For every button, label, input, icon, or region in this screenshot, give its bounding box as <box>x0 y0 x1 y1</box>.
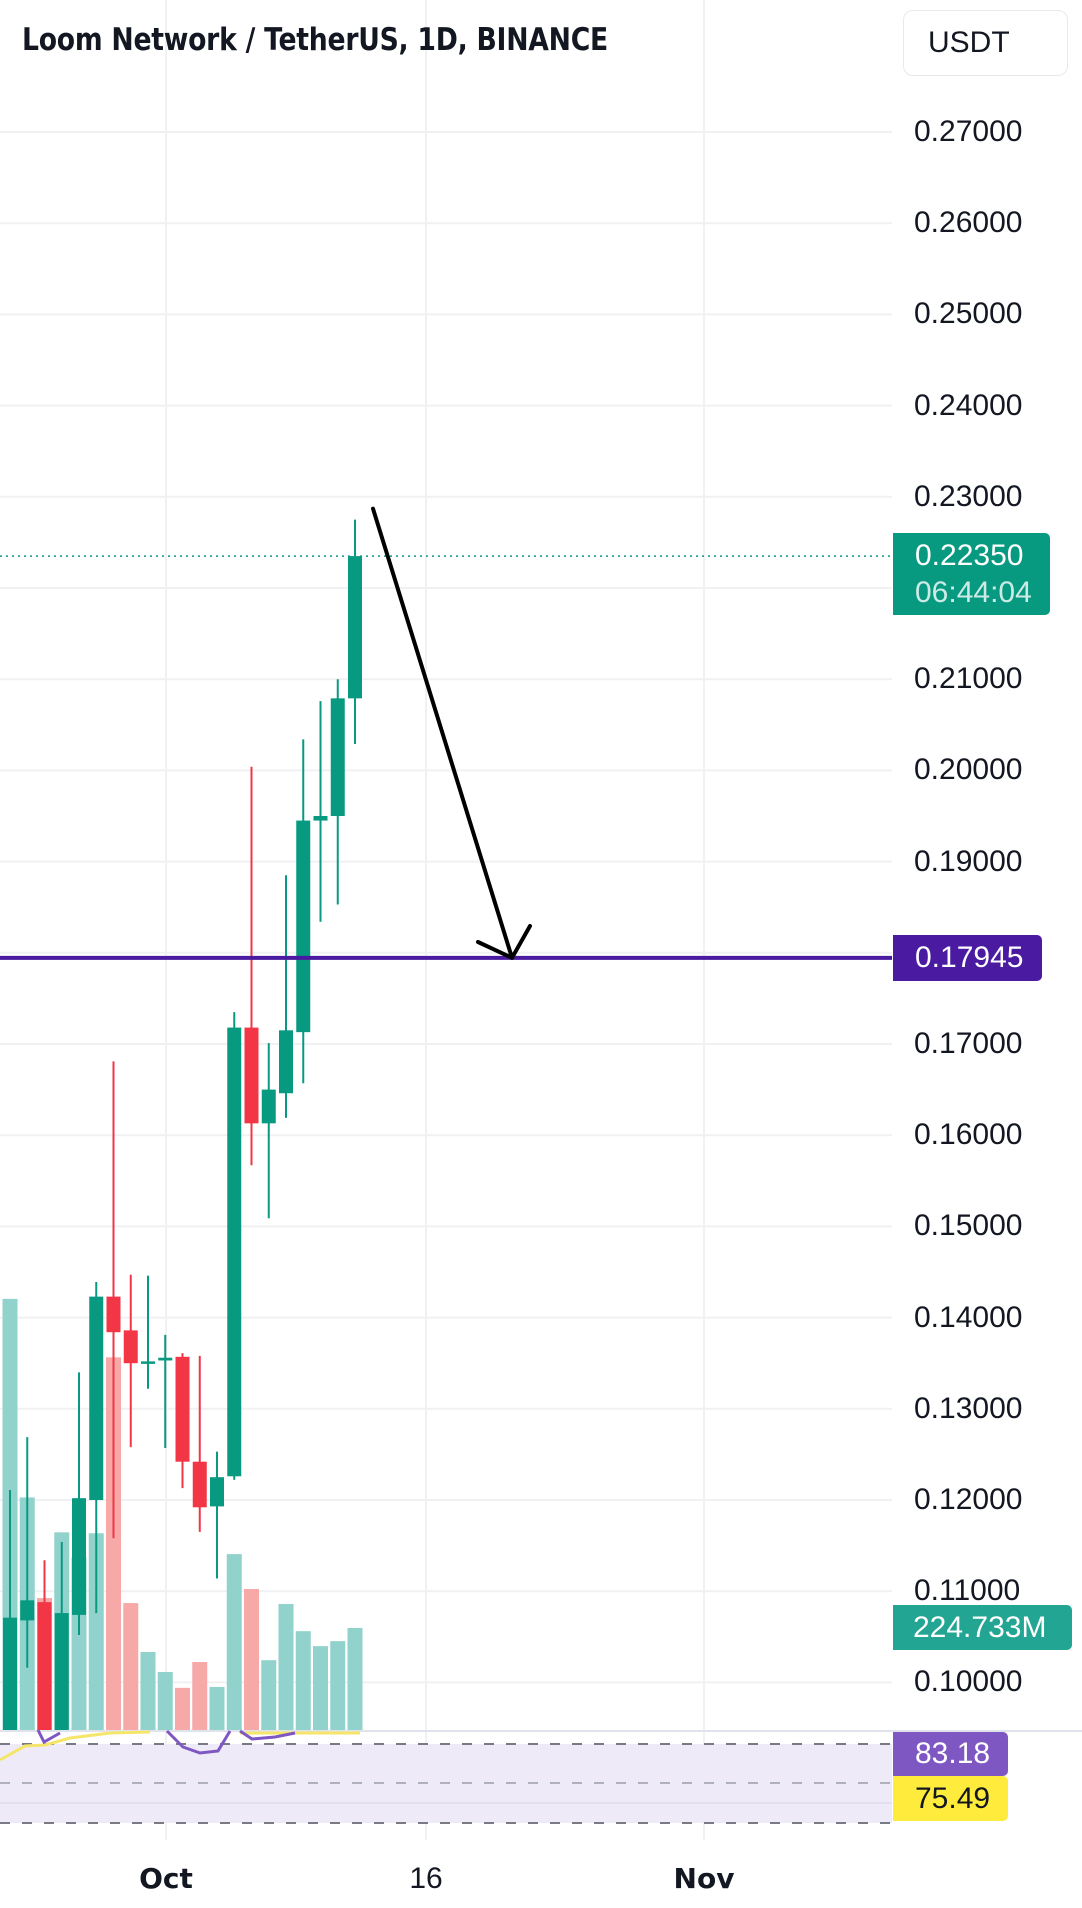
price-axis-label: 0.15000 <box>914 1209 1023 1243</box>
price-axis-label: 0.16000 <box>914 1118 1023 1152</box>
grid-lines <box>0 0 892 1840</box>
arrow-drawing[interactable] <box>371 506 532 960</box>
rsi-value-tag: 83.18 <box>893 1732 1008 1776</box>
price-axis-label: 0.17000 <box>914 1027 1023 1060</box>
bar-countdown: 06:44:04 <box>915 576 1032 609</box>
price-axis-label: 0.19000 <box>914 844 1023 878</box>
price-axis-label: 0.11000 <box>914 1574 1021 1608</box>
price-axis-label: 0.26000 <box>914 206 1023 240</box>
rsi-ma-value-tag: 75.49 <box>893 1776 1008 1821</box>
time-axis-label: Oct <box>139 1862 193 1895</box>
price-axis-label: 0.23000 <box>914 479 1023 513</box>
candlesticks <box>3 519 362 1730</box>
rsi-pane <box>0 1729 1082 1824</box>
last-price-value: 0.22350 <box>915 539 1024 572</box>
price-axis-label: 0.10000 <box>914 1665 1023 1699</box>
price-axis-label: 0.13000 <box>914 1391 1023 1425</box>
time-axis-label: 16 <box>409 1862 443 1895</box>
price-axis-label: 0.24000 <box>914 388 1023 422</box>
price-axis-label: 0.14000 <box>914 1300 1023 1334</box>
symbol-title[interactable]: Loom Network / TetherUS, 1D, BINANCE <box>22 22 608 58</box>
price-axis-label: 0.27000 <box>914 115 1023 148</box>
price-axis-label: 0.12000 <box>914 1483 1023 1516</box>
volume-tag: 224.733M <box>893 1605 1072 1650</box>
level-price-tag: 0.17945 <box>893 935 1042 981</box>
price-axis-label: 0.25000 <box>914 297 1023 331</box>
currency-button[interactable]: USDT <box>903 10 1068 76</box>
time-axis-label: Nov <box>673 1862 735 1895</box>
last-price-tag: 0.22350 06:44:04 <box>893 533 1050 615</box>
price-axis-label: 0.21000 <box>914 662 1023 696</box>
price-axis-label: 0.20000 <box>914 753 1023 787</box>
